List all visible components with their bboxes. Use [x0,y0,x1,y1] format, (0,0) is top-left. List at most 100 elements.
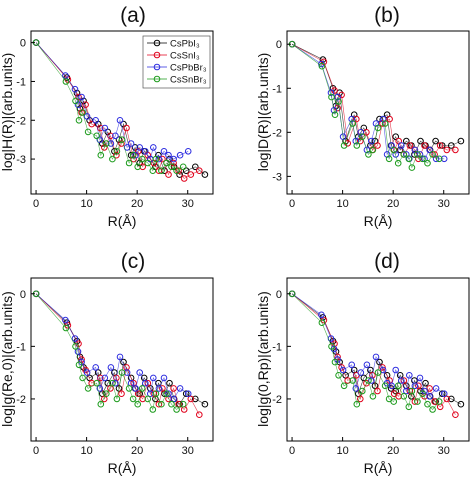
data-point-cssni3 [443,395,451,403]
data-point-cspbbr3 [352,137,360,145]
x-tick-label: 10 [336,445,348,457]
y-tick-label: -1 [16,76,26,88]
data-point-cssnbr3 [340,142,348,149]
data-point-cssnbr3 [158,400,165,408]
data-point-cssni3 [196,167,203,174]
data-point-cssnbr3 [424,400,431,408]
data-point-cssnbr3 [125,385,133,392]
data-point-cssnbr3 [179,400,187,408]
data-point-cssnbr3 [390,398,398,405]
data-point-cspbbr3 [142,148,149,155]
data-point-cssnbr3 [328,343,335,350]
data-point-cssnbr3 [365,377,372,384]
data-point-cssnbr3 [72,343,79,350]
data-point-cspbi3 [73,89,81,97]
data-point-cspbbr3 [165,390,172,398]
data-point-cspbbr3 [71,335,79,342]
data-point-cspbbr3 [184,148,192,155]
data-point-cssnbr3 [97,400,105,408]
legend-entry-cssni3: CsSnI₃ [147,51,200,62]
data-point-cssnbr3 [138,385,146,392]
data-point-cspbbr3 [136,369,143,376]
data-point-cssnbr3 [414,398,421,405]
data-point-cssnbr3 [149,406,157,413]
data-point-cspbbr3 [101,124,109,132]
data-point-cssnbr3 [144,159,152,167]
data-point-cspbbr3 [368,137,375,145]
plot-frame-d [286,277,470,442]
data-point-cspbbr3 [363,361,371,369]
data-point-cspbbr3 [92,364,99,371]
data-point-cspbbr3 [357,369,365,376]
data-point-cssnbr3 [79,374,86,382]
data-point-cssnbr3 [331,111,339,118]
x-tick-label: 20 [387,198,399,210]
data-point-cssnbr3 [429,406,436,413]
data-point-cssnbr3 [75,361,83,369]
ticks-a: 0 10 20 30 0 -1 -2 -3 [16,38,194,210]
data-point-cspbbr3 [136,144,143,151]
legend-label: CsSnI₃ [170,51,200,62]
data-point-cspbi3 [104,379,112,387]
data-point-cssni3 [180,175,188,182]
data-point-cssnbr3 [134,400,141,408]
y-tick-label: -3 [16,154,26,166]
legend-entry-cspbi3: CsPbI₃ [147,39,200,50]
data-point-cspbbr3 [398,377,405,384]
y-axis-label-a: log|H(R)|(arb.units) [0,53,15,172]
x-tick-label: 0 [33,198,39,210]
data-point-cssnbr3 [97,151,105,159]
data-point-cssni3 [123,124,130,132]
data-point-cspbbr3 [334,93,341,101]
x-tick-label: 30 [438,445,450,457]
x-tick-label: 30 [182,198,194,210]
data-point-cssnbr3 [62,324,70,332]
x-tick-label: 10 [336,198,348,210]
data-point-cspbbr3 [96,385,104,392]
data-point-cspbi3 [201,171,209,178]
data-point-cspbbr3 [170,155,177,163]
data-point-cspbi3 [192,395,199,403]
data-point-cssnbr3 [173,406,180,413]
data-point-cspbbr3 [107,140,115,147]
panel-label-c: (c) [121,250,146,273]
data-point-cssni3 [353,115,360,123]
data-point-cssnbr3 [168,400,175,408]
data-point-cssni3 [187,171,195,178]
data-point-cspbbr3 [155,385,163,392]
data-point-cssnbr3 [400,393,408,400]
panel-a: (a) 0 10 20 30 0 -1 -2 -3 R(Å) log|H(R)|(arb.un… [0,4,214,229]
data-point-cssnbr3 [134,163,141,171]
x-axis-label-b: R(Å) [364,213,393,229]
data-point-cssni3 [196,411,203,419]
series-line-cspbi3 [35,293,206,405]
data-point-cspbi3 [182,390,190,398]
data-point-cspbbr3 [330,107,338,114]
data-point-cspbi3 [457,400,465,408]
data-point-cssnbr3 [118,136,126,143]
data-point-cssnbr3 [369,146,377,154]
data-point-cspbi3 [448,142,455,149]
data-point-cssnbr3 [340,382,348,390]
data-point-cssnbr3 [414,151,421,158]
y-tick-label: -1 [272,83,282,95]
data-point-cspbbr3 [83,369,91,376]
data-point-cssnbr3 [394,159,402,167]
data-point-cspbbr3 [142,379,149,387]
series-line-cspbi3 [291,43,462,156]
panel-label-d: (d) [374,250,400,273]
y-tick-label: 0 [20,38,26,50]
data-point-cspbbr3 [176,151,184,159]
data-point-cssni3 [175,167,182,174]
legend-marker-icon [153,39,161,47]
data-point-cssni3 [436,142,444,149]
data-point-cspbi3 [192,163,199,171]
data-point-cssni3 [431,398,438,405]
data-point-cssnbr3 [93,379,100,387]
data-point-cspbi3 [166,379,173,387]
data-point-cssnbr3 [435,155,443,163]
data-point-cspbbr3 [388,382,395,390]
data-point-cssni3 [415,382,422,390]
data-point-cspbbr3 [150,144,157,151]
data-point-cssnbr3 [331,358,339,366]
